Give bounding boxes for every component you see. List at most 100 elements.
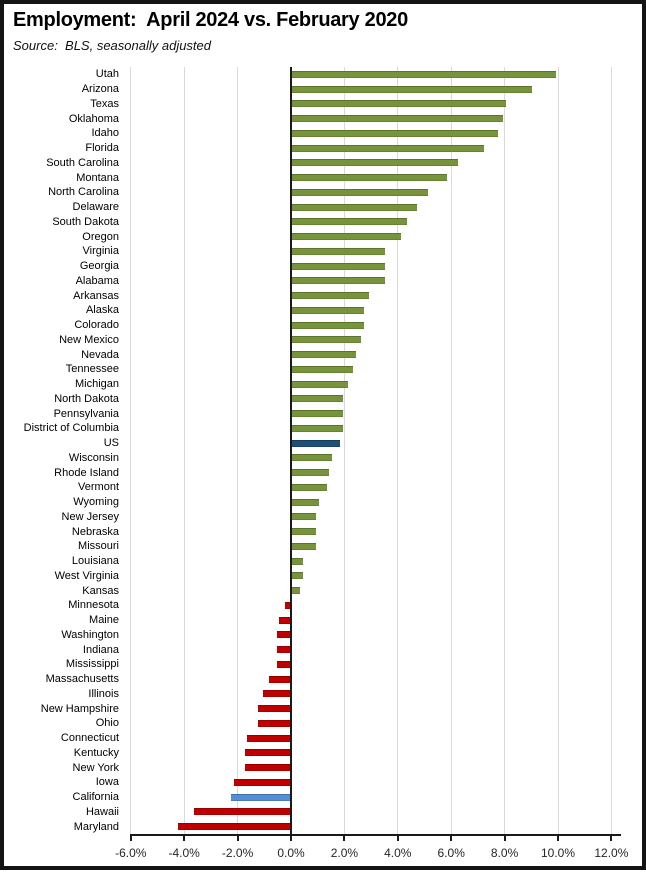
category-label: Wisconsin xyxy=(68,451,119,464)
bar-oregon xyxy=(292,233,402,241)
bar-north-carolina xyxy=(292,188,429,196)
bar-connecticut xyxy=(247,734,290,742)
category-label: Arkansas xyxy=(73,289,119,302)
category-label: Kentucky xyxy=(73,746,119,759)
bar-tennessee xyxy=(292,365,354,373)
bar-colorado xyxy=(292,321,365,329)
category-label: Vermont xyxy=(78,481,119,494)
x-axis-tick xyxy=(129,834,132,841)
bar-nevada xyxy=(292,351,357,359)
category-label: Nebraska xyxy=(71,525,119,538)
category-label: Louisiana xyxy=(71,555,119,568)
category-label: South Dakota xyxy=(52,215,119,228)
category-label: New York xyxy=(72,761,119,774)
gridline xyxy=(343,67,345,834)
x-axis-tick xyxy=(610,834,613,841)
bar-new-hampshire xyxy=(257,705,290,713)
category-label: Oklahoma xyxy=(68,112,119,125)
bar-us xyxy=(292,439,341,447)
category-label: Florida xyxy=(85,142,119,155)
bar-pennsylvania xyxy=(292,410,343,418)
category-label: Washington xyxy=(61,628,119,641)
bar-south-carolina xyxy=(292,159,458,167)
category-label: Nevada xyxy=(81,348,119,361)
category-label: Utah xyxy=(95,68,119,81)
category-label: Indiana xyxy=(82,643,119,656)
bar-district-of-columbia xyxy=(292,424,343,432)
bar-north-dakota xyxy=(292,395,343,403)
bar-georgia xyxy=(292,262,386,270)
x-axis-tick-label: -2.0% xyxy=(221,846,254,860)
category-label: North Carolina xyxy=(48,186,119,199)
category-label: Alaska xyxy=(85,304,119,317)
bar-nebraska xyxy=(292,528,317,536)
bar-ohio xyxy=(257,719,290,727)
category-label: Rhode Island xyxy=(54,466,119,479)
bar-alaska xyxy=(292,306,365,314)
category-label: Oregon xyxy=(82,230,119,243)
x-axis-tick xyxy=(343,834,346,841)
category-label: North Dakota xyxy=(54,392,119,405)
bar-wyoming xyxy=(292,498,319,506)
category-label: Idaho xyxy=(91,127,119,140)
zero-baseline xyxy=(290,67,292,834)
category-label: Hawaii xyxy=(85,805,119,818)
x-axis-tick xyxy=(503,834,506,841)
category-label: Missouri xyxy=(78,540,119,553)
x-axis-tick xyxy=(236,834,239,841)
bar-florida xyxy=(292,144,485,152)
category-label: Tennessee xyxy=(65,363,119,376)
bar-idaho xyxy=(292,129,498,137)
bar-hawaii xyxy=(193,808,290,816)
bar-rhode-island xyxy=(292,469,330,477)
bar-kentucky xyxy=(244,749,290,757)
bar-utah xyxy=(292,70,557,78)
bar-michigan xyxy=(292,380,349,388)
bar-west-virginia xyxy=(292,572,303,580)
category-label: Illinois xyxy=(88,687,119,700)
bar-minnesota xyxy=(284,601,290,609)
bar-arizona xyxy=(292,85,533,93)
bar-wisconsin xyxy=(292,454,333,462)
x-axis-tick xyxy=(450,834,453,841)
bar-illinois xyxy=(263,690,290,698)
category-label: Delaware xyxy=(72,201,119,214)
bar-missouri xyxy=(292,542,317,550)
category-label: Michigan xyxy=(74,378,119,391)
bar-maryland xyxy=(177,823,290,831)
bar-virginia xyxy=(292,247,386,255)
x-axis-tick-label: 0.0% xyxy=(277,846,305,860)
category-label: West Virginia xyxy=(54,569,119,582)
gridline xyxy=(450,67,452,834)
bar-arkansas xyxy=(292,292,370,300)
x-axis-tick-label: 6.0% xyxy=(437,846,465,860)
category-label: Colorado xyxy=(74,319,119,332)
x-axis-tick-label: 12.0% xyxy=(594,846,629,860)
bar-mississippi xyxy=(276,660,290,668)
bar-iowa xyxy=(233,778,290,786)
category-label: Texas xyxy=(90,97,119,110)
x-axis-tick xyxy=(183,834,186,841)
gridline xyxy=(130,67,132,834)
category-label: Ohio xyxy=(95,717,119,730)
category-label: Connecticut xyxy=(60,732,119,745)
category-label: Arizona xyxy=(81,83,119,96)
category-label: New Jersey xyxy=(61,510,119,523)
category-label: Kansas xyxy=(82,584,119,597)
category-label: Iowa xyxy=(95,776,119,789)
x-axis-tick xyxy=(290,834,292,841)
category-label: Maine xyxy=(89,614,119,627)
bar-california xyxy=(231,793,290,801)
category-label: Maryland xyxy=(73,820,119,833)
bar-south-dakota xyxy=(292,218,407,226)
x-axis-tick-label: 8.0% xyxy=(490,846,519,860)
category-label: New Hampshire xyxy=(40,702,119,715)
bar-kansas xyxy=(292,587,300,595)
gridline xyxy=(504,67,506,834)
bar-new-jersey xyxy=(292,513,317,521)
category-label: Pennsylvania xyxy=(53,407,119,420)
category-label: District of Columbia xyxy=(23,422,119,435)
gridline xyxy=(183,67,185,834)
gridline xyxy=(557,67,559,834)
